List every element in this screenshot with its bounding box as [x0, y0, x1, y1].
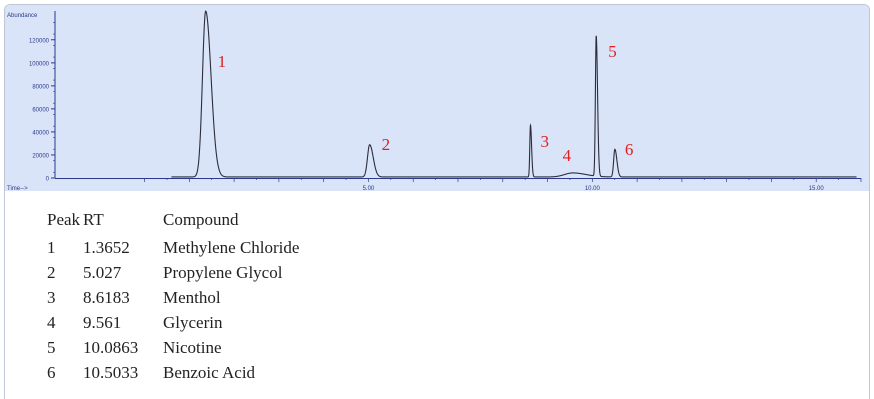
cell-compound: Menthol [163, 288, 221, 307]
chromatogram-panel: 0 20000 40000 60000 80000 100000 120000 5.00 10.… [4, 4, 870, 399]
header-rt: RT [83, 210, 104, 229]
x-tick-label: 10.00 [585, 186, 601, 192]
cell-rt: 10.5033 [83, 363, 139, 382]
y-tick-label: 120000 [29, 38, 50, 44]
table-row: 5 10.0863 Nicotine [47, 335, 463, 360]
table-row: 3 8.6183 Menthol [47, 285, 463, 310]
chromatogram-trace [171, 10, 857, 178]
y-tick-label: 0 [46, 177, 50, 183]
cell-peak: 4 [47, 313, 56, 332]
cell-peak: 1 [47, 238, 56, 257]
cell-compound: Methylene Chloride [163, 238, 300, 257]
cell-compound: Propylene Glycol [163, 263, 283, 282]
cell-rt: 5.027 [83, 263, 122, 282]
y-tick-label: 100000 [29, 61, 50, 67]
cell-rt: 8.6183 [83, 288, 130, 307]
cell-compound: Nicotine [163, 338, 222, 357]
cell-peak: 6 [47, 363, 56, 382]
table-row: 6 10.5033 Benzoic Acid [47, 360, 463, 385]
y-tick-label: 40000 [32, 130, 49, 136]
cell-rt: 9.561 [83, 313, 122, 332]
table-row: 4 9.561 Glycerin [47, 310, 463, 335]
cell-compound: Benzoic Acid [163, 363, 256, 382]
table-row: 2 5.027 Propylene Glycol [47, 260, 463, 285]
peak-label-5: 5 [608, 42, 617, 61]
peak-label-6: 6 [625, 140, 634, 159]
x-tick-label: 5.00 [363, 186, 375, 192]
cell-peak: 3 [47, 288, 56, 307]
cell-peak: 2 [47, 263, 56, 282]
cell-rt: 10.0863 [83, 338, 139, 357]
peak-table: Peak RT Compound 1 1.3652 Methylene Chlo… [47, 205, 463, 385]
header-compound: Compound [163, 210, 239, 229]
cell-compound: Glycerin [163, 313, 223, 332]
peak-label-3: 3 [540, 132, 549, 151]
peak-label-1: 1 [218, 52, 227, 71]
peak-table-header: Peak RT Compound [47, 205, 463, 235]
y-tick-label: 60000 [32, 107, 49, 113]
plot-background [5, 5, 869, 191]
y-tick-label: 80000 [32, 84, 49, 90]
y-tick-label: 20000 [32, 153, 49, 159]
chromatogram-chart: 0 20000 40000 60000 80000 100000 120000 5.00 10.… [5, 5, 869, 192]
y-axis-label: Abundance [7, 13, 38, 19]
table-row: 1 1.3652 Methylene Chloride [47, 235, 463, 260]
x-tick-label: 15.00 [809, 186, 825, 192]
peak-label-4: 4 [563, 146, 572, 165]
peak-label-2: 2 [382, 135, 391, 154]
x-axis-label: Time--> [7, 186, 28, 192]
cell-peak: 5 [47, 338, 56, 357]
cell-rt: 1.3652 [83, 238, 130, 257]
header-peak: Peak [47, 210, 81, 229]
